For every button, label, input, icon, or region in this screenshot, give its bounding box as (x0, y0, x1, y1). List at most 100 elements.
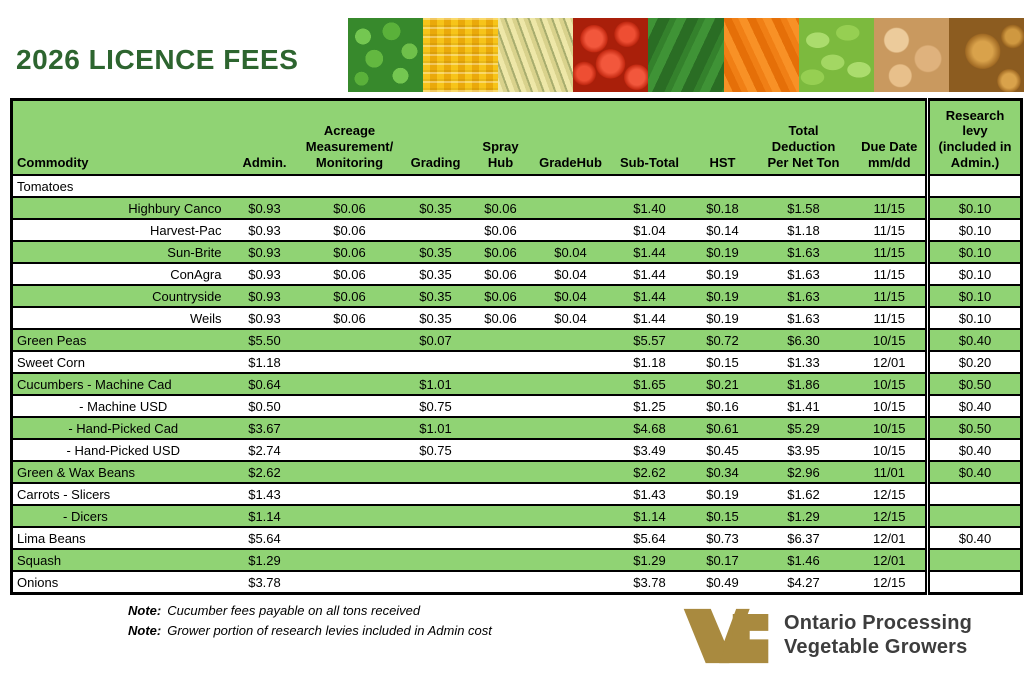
due-date-cell: 12/01 (853, 548, 928, 572)
note-prefix: Note: (128, 603, 162, 618)
note-cucumber: Note: Cucumber fees payable on all tons r… (128, 603, 492, 618)
opvg-logo: Ontario Processing Vegetable Growers (682, 600, 972, 672)
admin-cell: $0.93 (233, 306, 296, 330)
commodity-cell: Harvest-Pac (11, 218, 234, 242)
col-header-total-deduction: Total Deduction Per Net Ton (753, 98, 854, 176)
sub-total-cell: $1.43 (607, 482, 692, 506)
note-prefix: Note: (128, 623, 162, 638)
licence-fees-table: Commodity Admin. Acreage Measurement/ Mo… (10, 98, 1023, 595)
due-date-cell: 11/15 (853, 240, 928, 264)
page-title: 2026 LICENCE FEES (16, 44, 299, 75)
gradehub-cell (533, 372, 608, 396)
due-date-cell: 10/15 (853, 372, 928, 396)
grading-cell (403, 548, 468, 572)
table-row: Lima Beans $5.64 $5.64 $0.73 $6.37 12/01… (11, 526, 1022, 550)
sub-total-cell: $1.14 (607, 504, 692, 528)
spray-hub-cell (467, 570, 534, 595)
commodity-cell: Squash (11, 548, 234, 572)
admin-cell: $0.93 (233, 196, 296, 220)
table-row: Highbury Canco $0.93 $0.06 $0.35 $0.06 $… (11, 196, 1022, 220)
table-row: Tomatoes (11, 174, 1022, 198)
note-text: Grower portion of research levies includ… (167, 623, 492, 638)
commodity-cell: Sweet Corn (11, 350, 234, 374)
hst-cell: $0.72 (691, 328, 754, 352)
grading-cell (403, 570, 468, 595)
spray-hub-cell (467, 174, 534, 198)
grading-cell: $0.35 (403, 262, 468, 286)
admin-cell: $2.62 (233, 460, 296, 484)
total-deduction-cell: $1.29 (753, 504, 854, 528)
gradehub-cell: $0.04 (533, 262, 608, 286)
green-peas-image (348, 18, 424, 92)
wax-beans-image (498, 18, 574, 92)
research-levy-cell: $0.40 (925, 394, 1022, 418)
sub-total-cell: $1.65 (607, 372, 692, 396)
gradehub-cell: $0.04 (533, 306, 608, 330)
admin-cell: $0.93 (233, 218, 296, 242)
research-levy-cell: $0.20 (925, 350, 1022, 374)
acreage-cell (295, 438, 404, 462)
sweet-corn-image (423, 18, 499, 92)
sub-total-cell: $1.40 (607, 196, 692, 220)
grading-cell (403, 174, 468, 198)
hst-cell: $0.19 (691, 306, 754, 330)
due-date-cell: 12/15 (853, 504, 928, 528)
commodity-cell: Onions (11, 570, 234, 595)
acreage-cell: $0.06 (295, 218, 404, 242)
hst-cell: $0.14 (691, 218, 754, 242)
sub-total-cell: $1.25 (607, 394, 692, 418)
hst-cell: $0.16 (691, 394, 754, 418)
spray-hub-cell: $0.06 (467, 218, 534, 242)
hst-cell: $0.49 (691, 570, 754, 595)
spray-hub-cell (467, 372, 534, 396)
col-header-spray-hub: Spray Hub (467, 98, 534, 176)
col-header-sub-total: Sub-Total (607, 98, 692, 176)
commodity-cell: Cucumbers - Machine Cad (11, 372, 234, 396)
total-deduction-cell: $5.29 (753, 416, 854, 440)
total-deduction-cell: $1.33 (753, 350, 854, 374)
research-levy-cell: $0.50 (925, 416, 1022, 440)
admin-cell: $0.93 (233, 240, 296, 264)
table-row: - Hand-Picked USD $2.74 $0.75 $3.49 $0.4… (11, 438, 1022, 462)
gradehub-cell: $0.04 (533, 284, 608, 308)
spray-hub-cell (467, 460, 534, 484)
due-date-cell: 10/15 (853, 394, 928, 418)
gradehub-cell (533, 350, 608, 374)
col-header-due-date: Due Date mm/dd (853, 98, 928, 176)
sub-total-cell: $1.44 (607, 284, 692, 308)
table-row: Onions $3.78 $3.78 $0.49 $4.27 12/15 (11, 570, 1022, 595)
table-row: Cucumbers - Machine Cad $0.64 $1.01 $1.6… (11, 372, 1022, 396)
spray-hub-cell: $0.06 (467, 262, 534, 286)
grading-cell: $1.01 (403, 372, 468, 396)
acreage-cell: $0.06 (295, 262, 404, 286)
spray-hub-cell: $0.06 (467, 196, 534, 220)
grading-cell (403, 218, 468, 242)
admin-cell: $3.78 (233, 570, 296, 595)
grading-cell: $0.07 (403, 328, 468, 352)
lima-beans-image (798, 18, 874, 92)
gradehub-cell (533, 174, 608, 198)
gradehub-cell (533, 416, 608, 440)
due-date-cell: 10/15 (853, 438, 928, 462)
admin-cell: $0.64 (233, 372, 296, 396)
research-levy-cell: $0.40 (925, 328, 1022, 352)
grading-cell: $0.35 (403, 240, 468, 264)
spray-hub-cell (467, 482, 534, 506)
admin-cell: $5.64 (233, 526, 296, 550)
table-row: Weils $0.93 $0.06 $0.35 $0.06 $0.04 $1.4… (11, 306, 1022, 330)
commodity-cell: - Hand-Picked Cad (11, 416, 234, 440)
hst-cell: $0.61 (691, 416, 754, 440)
hst-cell: $0.73 (691, 526, 754, 550)
spray-hub-cell (467, 416, 534, 440)
total-deduction-cell: $1.86 (753, 372, 854, 396)
sub-total-cell: $5.57 (607, 328, 692, 352)
sub-total-cell: $1.29 (607, 548, 692, 572)
due-date-cell: 11/15 (853, 196, 928, 220)
hst-cell: $0.19 (691, 262, 754, 286)
table-row: Countryside $0.93 $0.06 $0.35 $0.06 $0.0… (11, 284, 1022, 308)
hst-cell: $0.17 (691, 548, 754, 572)
admin-cell: $3.67 (233, 416, 296, 440)
research-levy-cell (925, 174, 1022, 198)
research-levy-cell: $0.40 (925, 438, 1022, 462)
spray-hub-cell (467, 394, 534, 418)
